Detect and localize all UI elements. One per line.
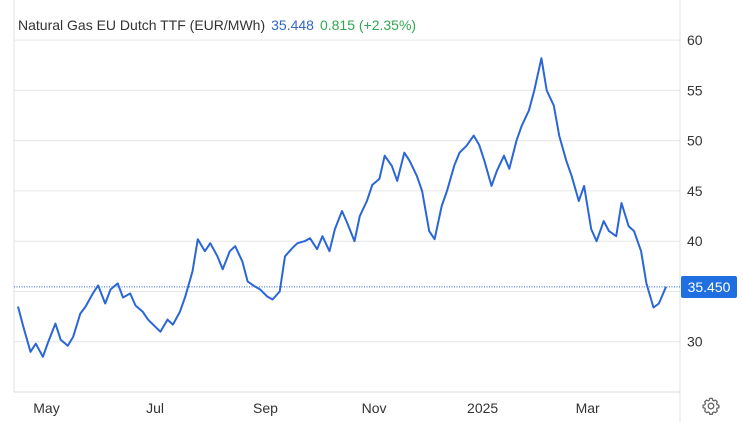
y-tick-label: 45	[687, 183, 703, 199]
chart-header: Natural Gas EU Dutch TTF (EUR/MWh) 35.44…	[18, 17, 416, 33]
x-axis-ticks: May Jul Sep Nov 2025 Mar	[33, 400, 600, 416]
y-axis-ticks: 30354045505560	[687, 32, 703, 350]
y-tick-label: 30	[687, 334, 703, 350]
y-tick-label: 50	[687, 133, 703, 149]
price-series-line	[17, 57, 667, 358]
axis-frame	[13, 0, 681, 422]
y-tick-label: 40	[687, 233, 703, 249]
last-value-badge: 35.450	[681, 275, 737, 298]
y-tick-label: 55	[687, 82, 703, 98]
x-tick-label: May	[33, 400, 59, 416]
instrument-name: Natural Gas EU Dutch TTF (EUR/MWh)	[18, 17, 266, 33]
y-tick-label: 60	[687, 32, 703, 48]
x-tick-label: Sep	[253, 400, 278, 416]
x-tick-label: Jul	[146, 400, 164, 416]
horizontal-gridlines	[14, 39, 680, 343]
x-tick-label: Mar	[576, 400, 600, 416]
x-tick-label: 2025	[467, 400, 498, 416]
last-price: 35.448	[271, 17, 314, 33]
price-change: 0.815 (+2.35%)	[319, 17, 417, 33]
gear-icon[interactable]	[701, 396, 721, 416]
x-tick-label: Nov	[362, 400, 387, 416]
